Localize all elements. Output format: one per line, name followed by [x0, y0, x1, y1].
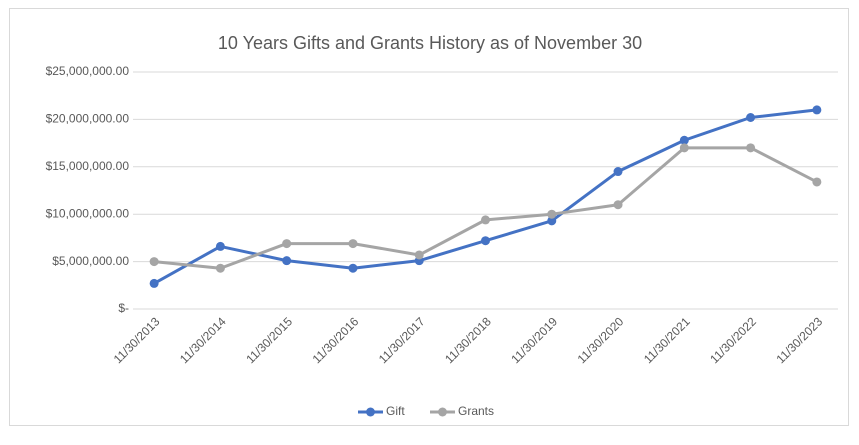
legend-marker: [438, 407, 447, 417]
point: [149, 278, 159, 288]
point: [348, 263, 358, 273]
point: [215, 241, 225, 251]
y-tick-label: $10,000,000.00: [46, 206, 130, 220]
point: [414, 250, 424, 260]
y-tick-label: $5,000,000.00: [52, 254, 129, 268]
point: [679, 143, 689, 153]
point: [547, 209, 557, 219]
chart-border: [9, 8, 849, 426]
legend-label: Grants: [458, 404, 494, 418]
point: [746, 113, 756, 123]
point: [481, 215, 490, 225]
point: [547, 216, 557, 226]
chart-title: 10 Years Gifts and Grants History as of …: [218, 33, 642, 53]
point: [812, 177, 822, 187]
y-tick-label: $-: [118, 301, 129, 315]
legend-marker: [366, 407, 375, 417]
y-tick-label: $20,000,000.00: [46, 112, 130, 126]
legend-label: Gift: [386, 404, 405, 418]
point: [613, 200, 623, 210]
point: [613, 167, 623, 177]
point: [348, 239, 358, 249]
point: [215, 263, 225, 273]
point: [481, 236, 490, 246]
point: [282, 256, 292, 266]
point: [746, 143, 756, 153]
point: [282, 239, 292, 249]
point: [679, 135, 689, 145]
y-tick-label: $25,000,000.00: [46, 64, 130, 78]
y-tick-label: $15,000,000.00: [46, 159, 130, 173]
point: [812, 105, 822, 115]
point: [149, 257, 159, 267]
